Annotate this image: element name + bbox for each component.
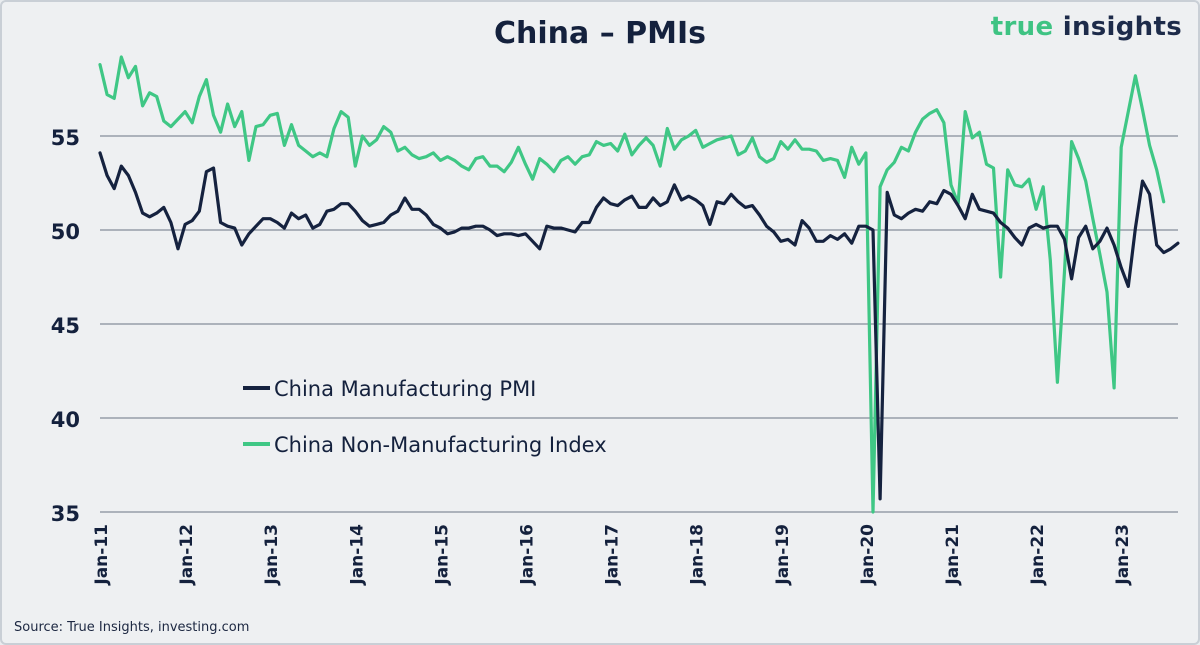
y-tick-label: 35 [51,502,80,526]
x-tick-label: Jan-16 [518,524,538,586]
series-line-manufacturing [98,151,1180,501]
legend-label: China Manufacturing PMI [274,377,536,401]
x-tick-label: Jan-15 [432,524,452,586]
x-tick-label: Jan-12 [177,524,197,586]
x-tick-label: Jan-19 [773,524,793,586]
source-note: Source: True Insights, investing.com [14,620,250,635]
x-tick-label: Jan-13 [262,524,282,586]
y-tick-label: 55 [51,126,80,150]
y-tick-label: 45 [51,314,80,338]
x-tick-label: Jan-21 [943,524,963,586]
y-tick-label: 50 [51,220,80,244]
brand-logo: true insights [991,12,1182,42]
x-tick-label: Jan-14 [347,524,367,586]
legend-label: China Non-Manufacturing Index [274,433,607,457]
chart-title: China – PMIs [493,16,706,51]
brand-logo-part1: true [990,12,1063,42]
x-tick-label: Jan-20 [858,524,878,586]
x-tick-label: Jan-18 [688,524,708,586]
x-tick-label: Jan-11 [92,524,112,586]
x-tick-label: Jan-22 [1028,524,1048,586]
y-tick-label: 40 [51,408,80,432]
series-line-non-manufacturing [98,55,1166,514]
x-tick-label: Jan-23 [1113,524,1133,586]
brand-logo-part2: insights [1062,12,1182,42]
x-tick-label: Jan-17 [603,524,623,586]
